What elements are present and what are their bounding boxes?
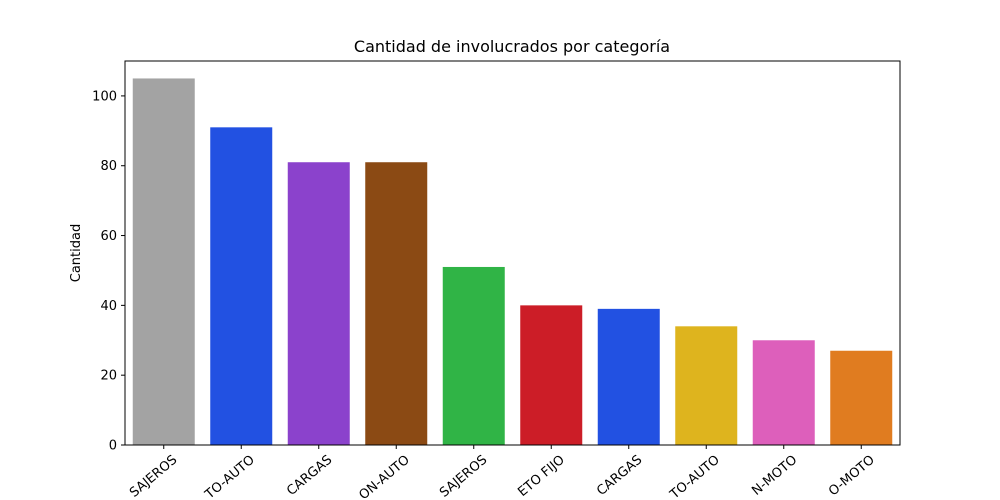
y-tick-label-5: 80 xyxy=(100,159,117,174)
x-axis-ticks: SAJEROS TO-AUTO CARGAS ON-AUTO SAJEROS ETO FI… xyxy=(127,445,878,500)
bar-10 xyxy=(830,350,893,445)
y-axis-label: Cantidad xyxy=(69,224,84,282)
y-axis-ticks: 0 20 40 60 80 100 xyxy=(92,89,125,454)
bar-9 xyxy=(752,340,815,445)
plot-frame xyxy=(124,60,901,446)
y-tick-label-1: 0 xyxy=(109,439,117,454)
x-tick-label-9: N-MOTO xyxy=(749,453,800,499)
y-tick-label-3: 40 xyxy=(100,299,117,314)
bar-3 xyxy=(287,162,350,445)
y-tick-label-4: 60 xyxy=(100,229,117,244)
x-tick-label-6: ETO FIJO xyxy=(515,453,567,500)
x-tick-label-2: TO-AUTO xyxy=(202,453,258,500)
x-tick-label-7: CARGAS xyxy=(594,453,645,499)
chart-title: Cantidad de involucrados por categoría xyxy=(354,37,670,56)
bar-6 xyxy=(520,305,583,445)
x-tick-label-8: TO-AUTO xyxy=(667,453,723,500)
x-tick-label-10: O-MOTO xyxy=(826,453,878,500)
bar-2 xyxy=(210,127,273,445)
bar-4 xyxy=(365,162,428,445)
y-tick-label-6: 100 xyxy=(92,89,117,104)
y-tick-label-2: 20 xyxy=(100,369,117,384)
x-tick-label-5: SAJEROS xyxy=(437,453,490,500)
bars-group xyxy=(132,78,893,446)
bar-5 xyxy=(442,266,505,445)
x-tick-label-3: CARGAS xyxy=(284,453,335,499)
x-tick-label-1: SAJEROS xyxy=(127,453,180,500)
bar-7 xyxy=(597,308,660,445)
x-tick-label-4: ON-AUTO xyxy=(356,453,412,500)
bar-8 xyxy=(675,326,738,445)
bar-1 xyxy=(132,78,195,446)
